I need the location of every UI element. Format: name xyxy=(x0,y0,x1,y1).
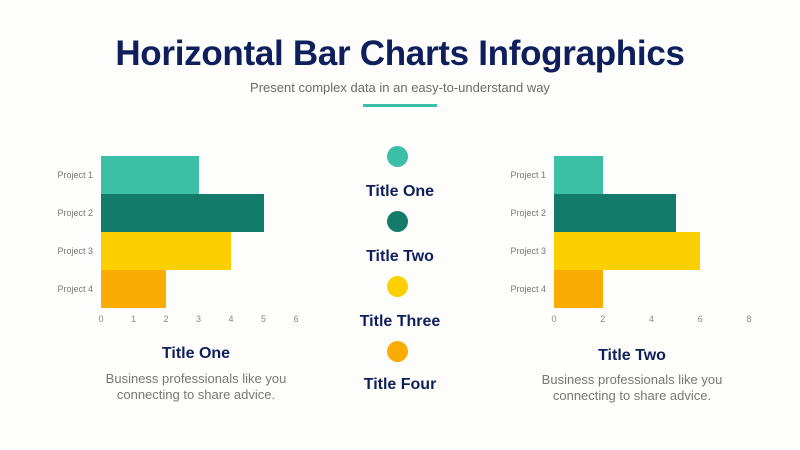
bar-project-4 xyxy=(101,270,166,308)
bar-project-2 xyxy=(554,194,676,232)
x-tick: 0 xyxy=(551,314,557,324)
legend-dot-icon xyxy=(387,211,408,232)
legend-label: Title Two xyxy=(366,248,434,265)
accent-divider xyxy=(363,104,437,107)
caption-title-left: Title One xyxy=(161,345,231,362)
caption-text-right: Business professionals like you xyxy=(541,372,723,387)
legend-dot-icon xyxy=(387,341,408,362)
legend-label: Title One xyxy=(365,183,435,200)
caption-text-right: connecting to share advice. xyxy=(552,388,712,403)
x-tick: 6 xyxy=(697,314,703,324)
bar-project-4 xyxy=(554,270,603,308)
y-label: Project 1 xyxy=(57,170,93,180)
y-label: Project 3 xyxy=(57,246,93,256)
bar-project-1 xyxy=(554,156,603,194)
caption-title-right: Title Two xyxy=(598,347,666,364)
x-tick: 2 xyxy=(163,314,169,324)
x-tick: 5 xyxy=(260,314,266,324)
x-tick: 3 xyxy=(195,314,201,324)
x-tick: 6 xyxy=(293,314,299,324)
bar-project-2 xyxy=(101,194,264,232)
legend-dot-icon xyxy=(387,146,408,167)
y-label: Project 3 xyxy=(510,246,546,256)
bar-project-3 xyxy=(554,232,701,270)
caption-text-left: connecting to share advice. xyxy=(116,387,276,402)
page-title: Horizontal Bar Charts Infographics xyxy=(115,34,685,73)
page-subtitle: Present complex data in an easy-to-under… xyxy=(250,80,550,95)
x-tick: 4 xyxy=(648,314,654,324)
bar-project-1 xyxy=(101,156,199,194)
y-label: Project 4 xyxy=(57,284,93,294)
x-tick: 0 xyxy=(98,314,104,324)
legend-label: Title Three xyxy=(359,313,441,330)
legend-label: Title Four xyxy=(363,376,437,393)
caption-text-left: Business professionals like you xyxy=(105,371,287,386)
x-tick: 1 xyxy=(130,314,136,324)
y-label: Project 1 xyxy=(510,170,546,180)
y-label: Project 2 xyxy=(510,208,546,218)
legend-dot-icon xyxy=(387,276,408,297)
x-tick: 2 xyxy=(600,314,606,324)
x-tick: 8 xyxy=(746,314,752,324)
x-tick: 4 xyxy=(228,314,234,324)
bar-project-3 xyxy=(101,232,231,270)
y-label: Project 2 xyxy=(57,208,93,218)
y-label: Project 4 xyxy=(510,284,546,294)
